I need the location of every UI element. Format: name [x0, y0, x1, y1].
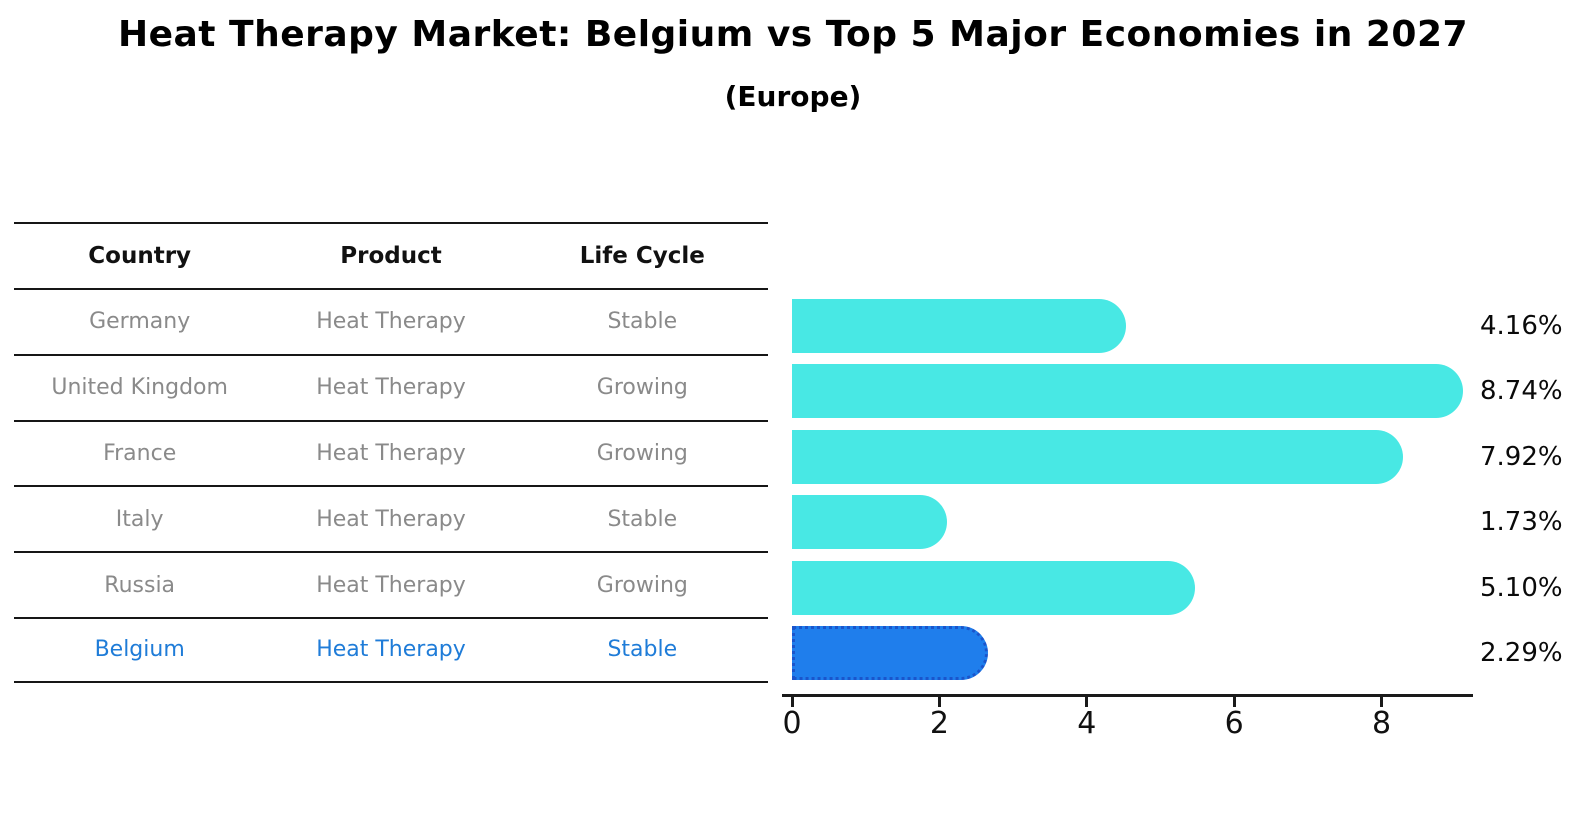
cell-country: Russia [104, 572, 176, 598]
table-header-product: Product [340, 242, 442, 269]
table-row-france: France Heat Therapy Growing [14, 419, 768, 486]
chart-title: Heat Therapy Market: Belgium vs Top 5 Ma… [117, 14, 1469, 55]
value-label-germany: 4.16% [1480, 311, 1563, 341]
cell-life-cycle: Growing [596, 572, 688, 598]
x-axis-line [782, 694, 1473, 697]
cell-product: Heat Therapy [316, 506, 466, 532]
cell-country: France [103, 440, 177, 466]
value-label-belgium: 2.29% [1480, 638, 1563, 668]
value-label-france: 7.92% [1480, 441, 1563, 472]
cell-product: Heat Therapy [316, 637, 466, 663]
country-table: Country Product Life Cycle Germany Heat … [14, 222, 768, 683]
cell-life-cycle: Growing [596, 440, 688, 466]
x-axis-tick-label: 8 [1372, 706, 1392, 741]
table-row-belgium: Belgium Heat Therapy Stable [14, 617, 768, 683]
table-header-row: Country Product Life Cycle [14, 222, 768, 288]
bar-russia [792, 560, 1195, 615]
table-header-country: Country [88, 242, 192, 269]
bar-belgium [792, 626, 988, 680]
cell-life-cycle: Stable [607, 637, 678, 663]
x-axis-tick-label: 6 [1224, 706, 1244, 741]
cell-country: Italy [115, 506, 164, 532]
table-row-united-kingdom: United Kingdom Heat Therapy Growing [14, 353, 768, 420]
table-row-italy: Italy Heat Therapy Stable [14, 485, 768, 551]
table-header-life-cycle: Life Cycle [579, 242, 705, 269]
value-label-russia: 5.10% [1480, 572, 1563, 603]
x-axis-tick [790, 697, 794, 707]
cell-product: Heat Therapy [316, 572, 466, 598]
cell-life-cycle: Stable [607, 309, 678, 335]
value-label-united-kingdom: 8.74% [1480, 376, 1563, 407]
cell-product: Heat Therapy [316, 440, 466, 466]
bar-united-kingdom [792, 364, 1464, 419]
x-axis-tick-label: 0 [782, 706, 802, 741]
cell-country: United Kingdom [51, 375, 228, 401]
x-axis-tick [1380, 697, 1384, 707]
cell-product: Heat Therapy [316, 375, 466, 401]
cell-product: Heat Therapy [316, 309, 466, 335]
x-axis-tick [1085, 697, 1089, 707]
bar-france [792, 429, 1403, 484]
cell-country: Germany [89, 309, 191, 335]
x-axis-tick-label: 4 [1077, 706, 1097, 741]
chart-subtitle: (Europe) [724, 80, 862, 113]
cell-country: Belgium [94, 637, 185, 663]
x-axis-tick [937, 697, 941, 707]
table-row-germany: Germany Heat Therapy Stable [14, 287, 768, 354]
x-axis-tick-label: 2 [929, 706, 949, 741]
table-row-russia: Russia Heat Therapy Growing [14, 551, 768, 617]
bar-germany [792, 299, 1126, 353]
cell-life-cycle: Stable [607, 506, 678, 532]
cell-life-cycle: Growing [596, 375, 688, 401]
bar-italy [792, 495, 947, 550]
x-axis-tick [1232, 697, 1236, 707]
value-label-italy: 1.73% [1480, 507, 1563, 538]
